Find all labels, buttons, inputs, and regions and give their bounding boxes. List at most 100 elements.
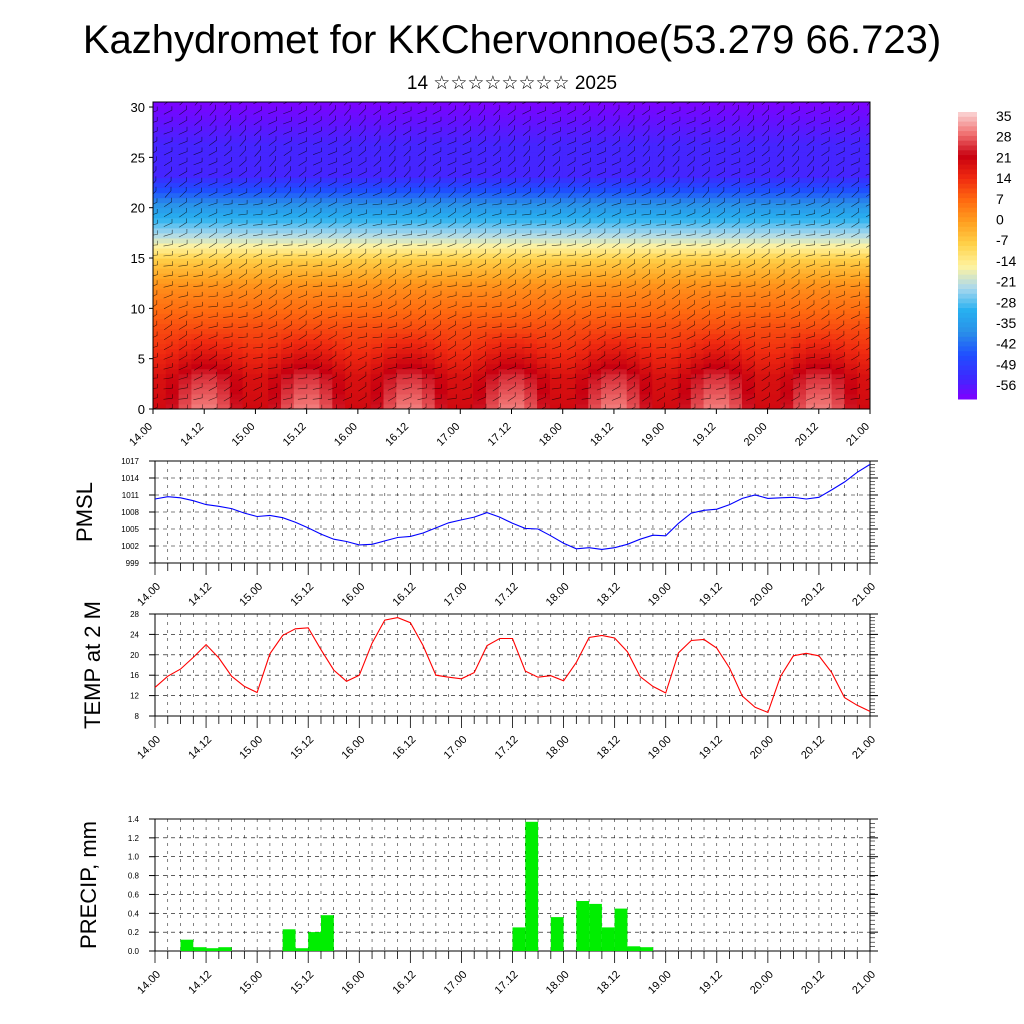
heatmap-cell [473, 368, 487, 375]
heatmap-cell [204, 404, 218, 409]
heatmap-cell [665, 388, 679, 395]
heatmap-cell [754, 348, 769, 355]
heatmap-cell [524, 388, 538, 395]
heatmap-cell [217, 323, 231, 329]
heatmap-cell [281, 112, 295, 118]
heatmap-cell [434, 328, 449, 335]
colorbar-swatch [958, 375, 977, 381]
heatmap-cell [191, 142, 205, 148]
heatmap-cell [844, 313, 858, 319]
heatmap-cell [537, 363, 551, 370]
heatmap-cell [537, 313, 551, 319]
heatmap-cell [729, 343, 743, 350]
heatmap-cell [549, 122, 564, 128]
heatmap-cell [857, 187, 870, 194]
heatmap-cell [831, 248, 845, 254]
heatmap-cell [703, 147, 717, 153]
heatmap-cell [767, 162, 781, 168]
heatmap-cell [818, 142, 833, 148]
heatmap-cell [421, 227, 436, 234]
heatmap-cell [511, 263, 525, 269]
x-tick-label: 19.12 [697, 734, 725, 762]
heatmap-cell [421, 378, 436, 385]
heatmap-cell [332, 197, 346, 204]
heatmap-cell [575, 172, 589, 179]
heatmap-cell [742, 197, 756, 204]
heatmap-cell [549, 132, 564, 138]
heatmap-cell [434, 258, 449, 264]
heatmap-cell [281, 363, 295, 370]
heatmap-cell [524, 288, 538, 294]
heatmap-cell [754, 197, 769, 204]
heatmap-cell [716, 323, 730, 329]
heatmap-cell [537, 248, 551, 254]
heatmap-cell [306, 197, 320, 204]
heatmap-cell [473, 343, 487, 350]
heatmap-cell [447, 398, 461, 405]
heatmap-cell [613, 112, 628, 118]
heatmap-cell [409, 368, 423, 375]
heatmap-cell [293, 404, 308, 409]
heatmap-cell [575, 197, 589, 204]
heatmap-cell [370, 132, 385, 138]
heatmap-cell [345, 298, 359, 304]
heatmap-cell [306, 378, 320, 385]
heatmap-cell [677, 202, 692, 209]
heatmap-cell [754, 303, 769, 309]
heatmap-cell [690, 232, 705, 239]
heatmap-cell [844, 192, 858, 199]
heatmap-cell [754, 353, 769, 360]
heatmap-cell [229, 383, 244, 390]
heatmap-cell [396, 142, 410, 148]
wind-barb-shafts [153, 102, 870, 409]
heatmap-cell [742, 137, 756, 143]
heatmap-cell [447, 192, 461, 199]
heatmap-cell [229, 167, 244, 173]
heatmap-cell [242, 348, 256, 355]
heatmap-cell [690, 388, 705, 395]
heatmap-cell [370, 102, 385, 108]
heatmap-cell [729, 202, 743, 209]
heatmap-cell [485, 338, 500, 345]
heatmap-cell [485, 107, 500, 113]
heatmap-cell [831, 162, 845, 168]
heatmap-cell [396, 383, 410, 390]
heatmap-cell [345, 248, 359, 254]
heatmap-cell [447, 212, 461, 219]
heatmap-cell [421, 112, 436, 118]
heatmap-cell [549, 313, 564, 319]
heatmap-cell [716, 333, 730, 340]
heatmap-cell [601, 217, 615, 224]
heatmap-cell [601, 323, 615, 329]
heatmap-cell [178, 137, 192, 143]
heatmap-cell [319, 182, 333, 189]
heatmap-cell [370, 298, 385, 304]
heatmap-cell [319, 398, 333, 405]
heatmap-cell [319, 258, 333, 264]
heatmap-cell [690, 127, 705, 133]
heatmap-cell [613, 212, 628, 219]
heatmap-cell [281, 383, 295, 390]
heatmap-cell [524, 298, 538, 304]
heatmap-cell [729, 142, 743, 148]
heatmap-cell [549, 404, 564, 409]
x-tick-label: 21.00 [850, 734, 878, 762]
heatmap-cell [767, 237, 781, 244]
heatmap-cell [191, 293, 205, 299]
heatmap-cell [306, 368, 320, 375]
heatmap-cell [319, 383, 333, 390]
x-tick-label: 18.12 [588, 421, 616, 449]
heatmap-cell [191, 117, 205, 123]
heatmap-cell [562, 373, 577, 380]
heatmap-cell [229, 162, 244, 168]
heatmap-cell [793, 152, 807, 158]
heatmap-cell [652, 187, 666, 194]
heatmap-cell [626, 318, 641, 324]
heatmap-cell [729, 383, 743, 390]
colorbar-swatch [958, 379, 977, 386]
heatmap-cell [345, 112, 359, 118]
heatmap-cell [345, 212, 359, 219]
heatmap-cell [639, 212, 653, 219]
heatmap-cell [729, 137, 743, 143]
